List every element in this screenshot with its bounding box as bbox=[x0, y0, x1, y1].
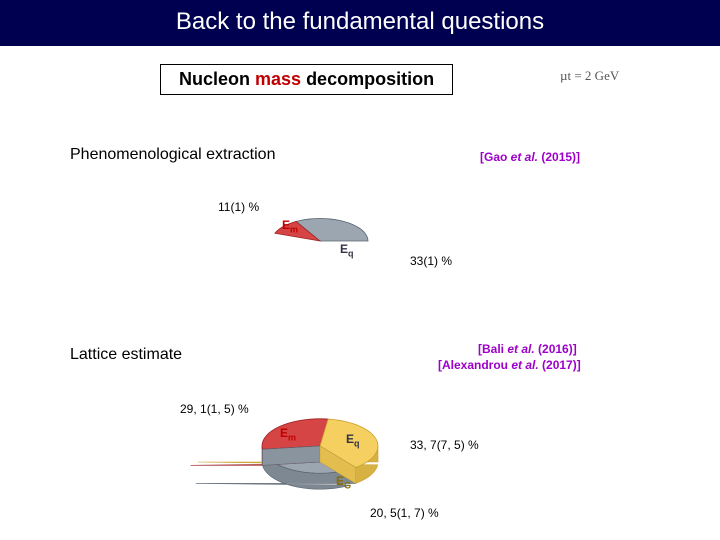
pie2-below-label: 20, 5(1, 7) % bbox=[370, 506, 439, 520]
section2-ref1: [Bali et al. (2016)] bbox=[478, 342, 577, 356]
scale-mu: µt = 2 GeV bbox=[560, 68, 619, 84]
subtitle-mid: mass bbox=[255, 69, 301, 89]
section2-heading: Lattice estimate bbox=[70, 346, 182, 364]
pie1-em-label: Em bbox=[282, 218, 298, 234]
pie2-eg-label: EG bbox=[336, 474, 351, 490]
pie2-left-label: 29, 1(1, 5) % bbox=[180, 402, 249, 416]
section1-heading: Phenomenological extraction bbox=[70, 146, 275, 164]
pie1-eq-label: Eq bbox=[340, 242, 354, 258]
pie1-right-label: 33(1) % bbox=[410, 254, 452, 268]
pie2-em-label: Em bbox=[280, 426, 296, 442]
pie1-left-label: 11(1) % bbox=[218, 200, 259, 214]
pie2-eq-label: Eq bbox=[346, 432, 360, 448]
subtitle-post: decomposition bbox=[301, 69, 434, 89]
pie2-right-label: 33, 7(7, 5) % bbox=[410, 438, 479, 452]
slide-title: Back to the fundamental questions bbox=[0, 0, 720, 46]
section1-ref: [Gao et al. (2015)] bbox=[480, 150, 580, 164]
section2-ref2: [Alexandrou et al. (2017)] bbox=[438, 358, 581, 372]
subtitle-box: Nucleon mass decomposition bbox=[160, 64, 453, 95]
slide-body: Nucleon mass decomposition µt = 2 GeV Ph… bbox=[0, 46, 720, 536]
subtitle-pre: Nucleon bbox=[179, 69, 255, 89]
